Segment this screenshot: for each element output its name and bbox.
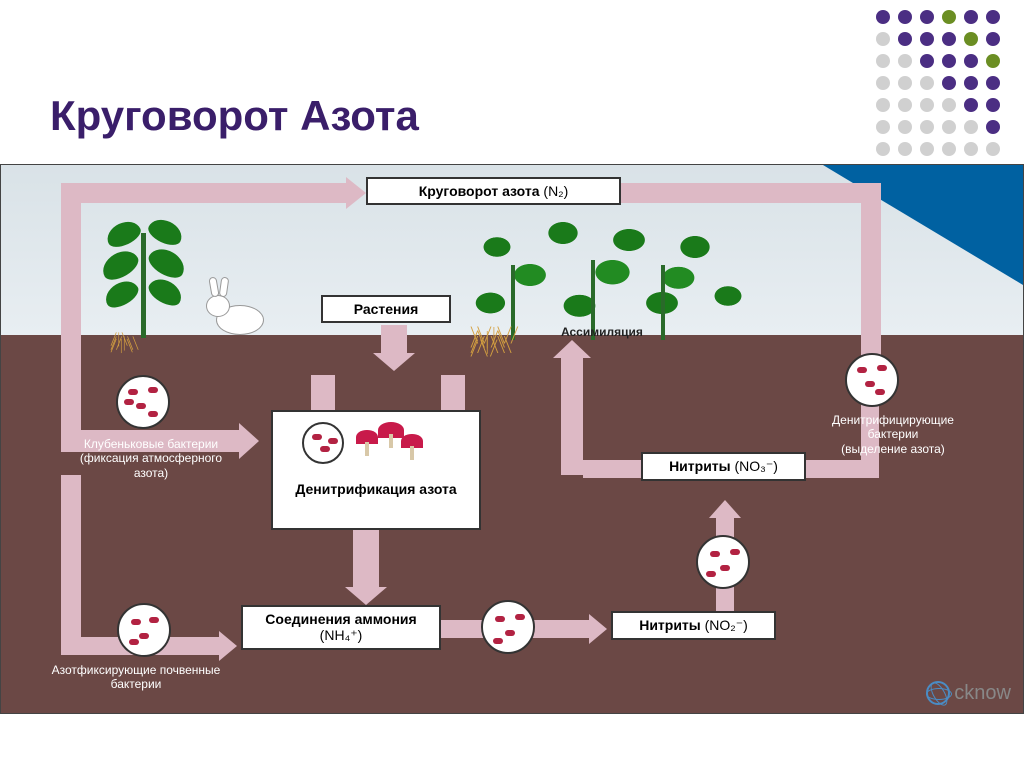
arrow	[353, 530, 379, 590]
plant-left	[96, 213, 196, 343]
roots-left: ╱│╲╱╱│╲╲╱ │ ╲	[111, 338, 138, 348]
shrub	[431, 205, 761, 345]
nitrogen-cycle-diagram: ╱│╲╱╱│╲╲╱ │ ╲ ╲╲╱│╲╱╱╱╲│╱╲╱╱│╲╲╲╱ ╲ ╱ Кр…	[0, 164, 1024, 714]
bacteria-denitr-icon	[845, 353, 899, 407]
label-denitr-bacteria: Денитрифицирующие бактерии (выделение аз…	[803, 413, 983, 456]
arrow-head-icon	[239, 423, 259, 459]
text: бактерии	[868, 427, 919, 441]
arrow	[561, 355, 583, 475]
bacteria-nitrite-icon	[696, 535, 750, 589]
arrow-head-icon	[709, 500, 741, 518]
text: Азотфиксирующие почвенные	[52, 663, 221, 677]
arrow	[319, 183, 349, 203]
arrow	[583, 460, 643, 478]
label-nodule-bacteria: Клубеньковые бактерии (фиксация атмосфер…	[61, 437, 241, 480]
box-denitr-label: Денитрификация азота	[281, 481, 471, 497]
logo-text: cknow	[954, 682, 1011, 705]
roots-center: ╲╲╱│╲╱╱╱╲│╱╲╱╱│╲╲╲╱ ╲ ╱	[471, 335, 518, 352]
box-nitrites-formula: (NO₂⁻)	[705, 617, 748, 633]
box-ammonia-formula: (NH₄⁺)	[320, 627, 363, 643]
box-nitrites-label: Нитриты	[639, 617, 701, 633]
box-nitrites: Нитриты (NO₂⁻)	[611, 611, 776, 640]
arrow-head-icon	[219, 631, 237, 661]
bacteria-soil-icon	[117, 603, 171, 657]
text: (фиксация атмосферного	[80, 451, 222, 465]
box-nitrates: Нитриты (NO₃⁻)	[641, 452, 806, 481]
logo: cknow	[926, 681, 1011, 705]
arrow-head-icon	[346, 177, 366, 209]
text: (выделение азота)	[841, 442, 945, 456]
arrow	[61, 475, 81, 595]
arrow	[61, 183, 81, 433]
label-assimilation: Ассимиляция	[561, 325, 643, 339]
box-cycle: Круговорот азота (N₂)	[366, 177, 621, 205]
arrow	[621, 183, 881, 203]
box-nitrates-label: Нитриты	[669, 458, 731, 474]
label-soil-bacteria: Азотфиксирующие почвенные бактерии	[31, 663, 241, 692]
arrow	[61, 183, 319, 203]
text: Денитрифицирующие	[832, 413, 954, 427]
atom-icon	[926, 681, 950, 705]
rabbit-icon	[206, 283, 276, 335]
box-plants-label: Растения	[354, 301, 419, 317]
bacteria-ammonia-icon	[481, 600, 535, 654]
text: бактерии	[111, 677, 162, 691]
text: Клубеньковые бактерии	[84, 437, 218, 451]
arrow-head-icon	[345, 587, 387, 605]
box-denitr: Денитрификация азота	[271, 410, 481, 530]
page-title: Круговорот Азота	[50, 92, 419, 140]
bacteria-nodule-icon	[116, 375, 170, 429]
arrow-head-icon	[589, 614, 607, 644]
arrow	[381, 325, 407, 355]
box-nitrates-formula: (NO₃⁻)	[735, 458, 778, 474]
box-cycle-label: Круговорот азота	[419, 183, 540, 199]
arrow	[801, 460, 861, 478]
arrow	[861, 183, 881, 363]
text: азота)	[134, 466, 168, 480]
arrow-head-icon	[373, 353, 415, 371]
box-plants: Растения	[321, 295, 451, 323]
box-ammonia-label: Соединения аммония	[265, 611, 416, 627]
box-cycle-formula: (N₂)	[543, 183, 568, 199]
box-ammonia: Соединения аммония (NH₄⁺)	[241, 605, 441, 650]
